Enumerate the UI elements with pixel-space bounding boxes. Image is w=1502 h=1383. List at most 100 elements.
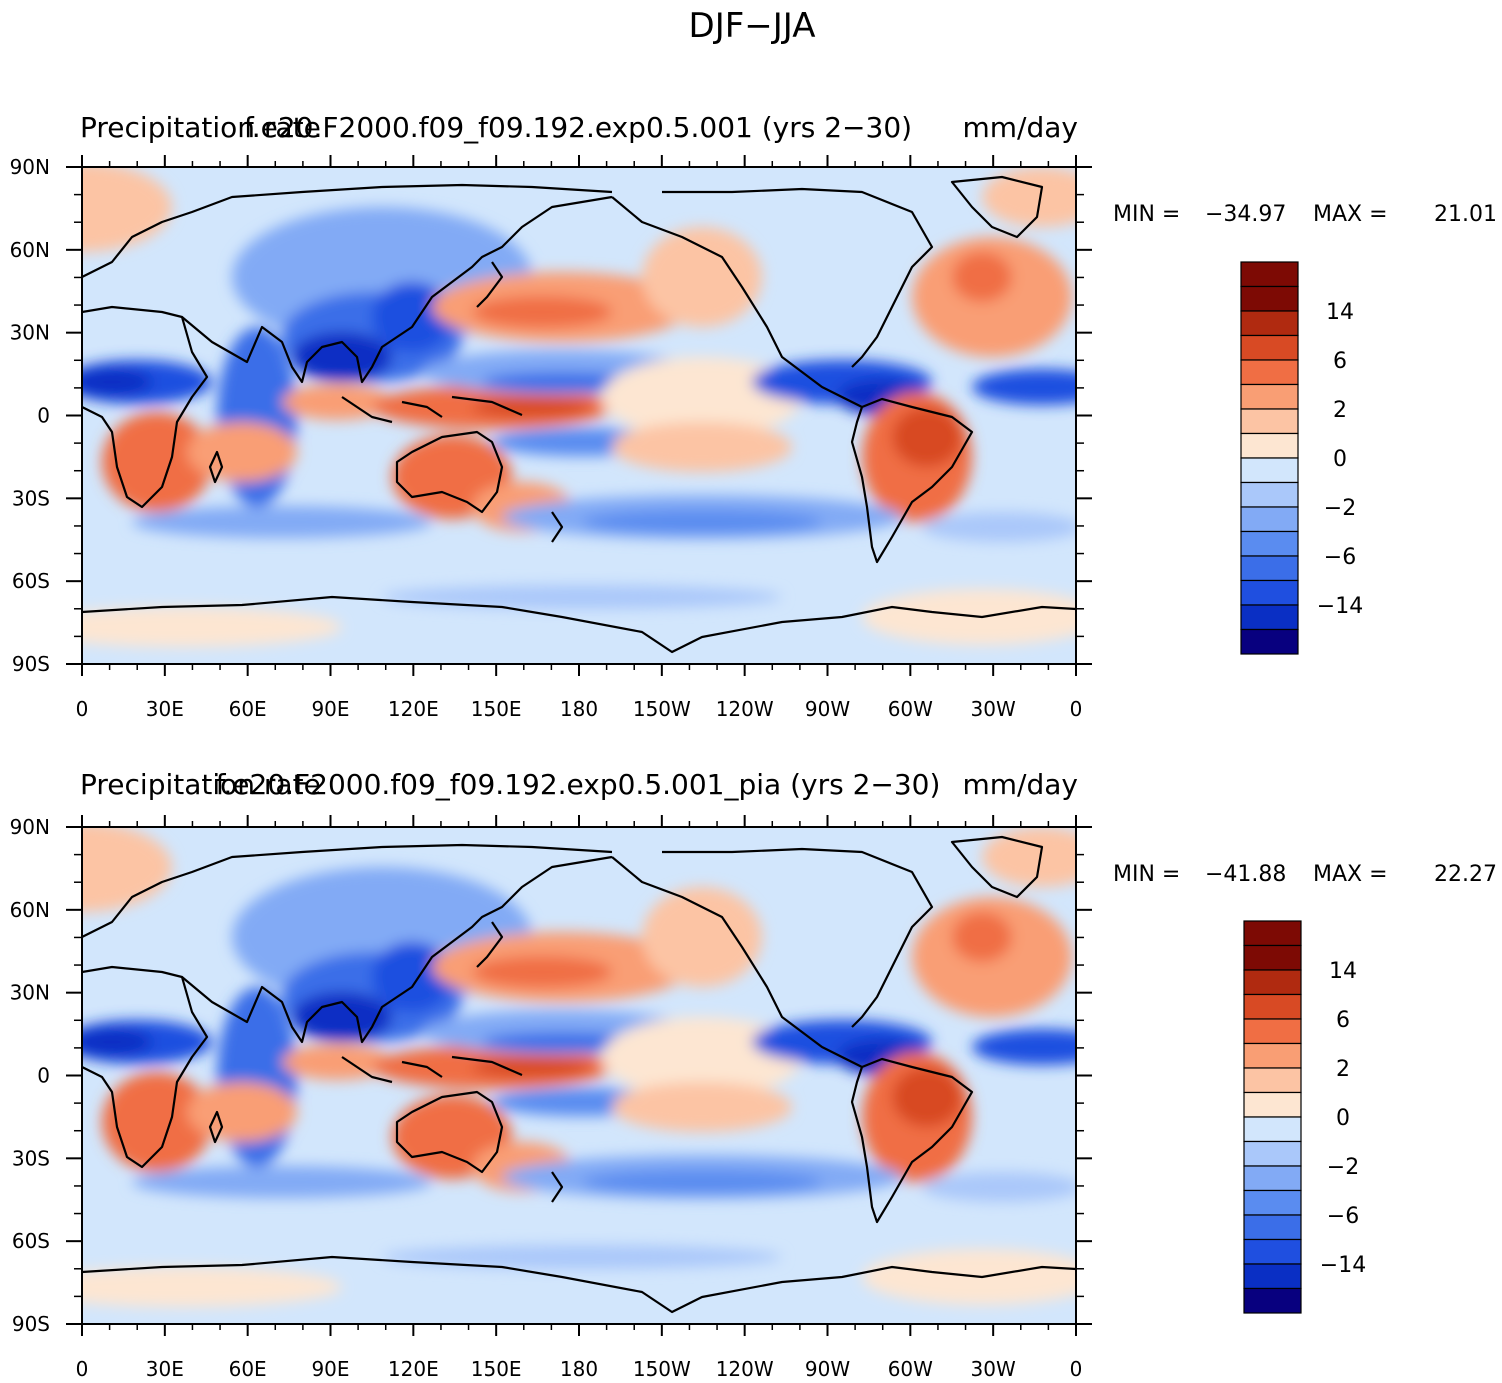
colorbar-box bbox=[1240, 530, 1299, 557]
colorbar-box bbox=[1240, 334, 1299, 361]
colorbar-label: −6 bbox=[1324, 545, 1356, 570]
colorbar-box bbox=[1240, 432, 1299, 459]
colorbar-label: 6 bbox=[1336, 1008, 1350, 1033]
colorbar-box bbox=[1240, 604, 1299, 631]
colorbar-label: −14 bbox=[1317, 594, 1363, 619]
lon-tick-label: 90W bbox=[805, 697, 850, 721]
lon-tick-label: 30W bbox=[971, 697, 1016, 721]
lon-tick-label: 120E bbox=[388, 1357, 439, 1379]
stats-min-label: MIN = bbox=[1113, 202, 1180, 227]
colorbar-box bbox=[1240, 285, 1299, 312]
colorbar-box bbox=[1243, 1263, 1302, 1290]
lon-tick-label: 180 bbox=[560, 697, 598, 721]
colorbar-label: −2 bbox=[1324, 496, 1356, 521]
lat-tick-label: 90N bbox=[10, 815, 50, 839]
panel-right-title: mm/day bbox=[963, 768, 1079, 801]
colorbar-box bbox=[1243, 1018, 1302, 1045]
lat-tick-label: 30S bbox=[12, 486, 50, 510]
lat-tick-label: 30N bbox=[10, 321, 50, 345]
stats-max-label: MAX = bbox=[1313, 862, 1388, 887]
lon-tick-label: 60E bbox=[229, 1357, 267, 1379]
lat-tick-label: 90N bbox=[10, 155, 50, 179]
lon-tick-label: 150W bbox=[633, 697, 691, 721]
lon-tick-label: 60W bbox=[888, 697, 933, 721]
colorbar-label: 14 bbox=[1329, 959, 1357, 984]
lat-tick-label: 60S bbox=[12, 1229, 50, 1253]
lon-tick-label: 60W bbox=[888, 1357, 933, 1379]
lon-tick-label: 180 bbox=[560, 1357, 598, 1379]
colorbar-label: −6 bbox=[1327, 1204, 1359, 1229]
stats-min-value: −34.97 bbox=[1205, 202, 1286, 227]
lon-tick-label: 120E bbox=[388, 697, 439, 721]
colorbar-box bbox=[1243, 1238, 1302, 1265]
lon-tick-label: 90W bbox=[805, 1357, 850, 1379]
stats-min-label: MIN = bbox=[1113, 862, 1180, 887]
stats-max-value: 22.27 bbox=[1434, 862, 1497, 887]
colorbar-label: −2 bbox=[1327, 1155, 1359, 1180]
lat-tick-label: 60N bbox=[10, 238, 50, 262]
stats-max-value: 21.01 bbox=[1434, 202, 1497, 227]
colorbar: 14 6 2 0 −2 −6 −14 bbox=[1243, 920, 1366, 1314]
map-area bbox=[0, 822, 1112, 1324]
lat-tick-label: 30S bbox=[12, 1146, 50, 1170]
colorbar-box bbox=[1243, 1189, 1302, 1216]
colorbar-label: 0 bbox=[1333, 447, 1347, 472]
colorbar-label: 2 bbox=[1336, 1057, 1350, 1082]
lon-tick-label: 120W bbox=[716, 697, 774, 721]
lat-tick-label: 30N bbox=[10, 981, 50, 1005]
lon-tick-label: 90E bbox=[311, 1357, 349, 1379]
colorbar-box bbox=[1240, 628, 1299, 655]
lon-tick-label: 90E bbox=[311, 697, 349, 721]
colorbar-box bbox=[1240, 310, 1299, 337]
colorbar-box bbox=[1240, 383, 1299, 410]
colorbar-box bbox=[1240, 481, 1299, 508]
colorbar-label: 14 bbox=[1326, 300, 1354, 325]
colorbar-box bbox=[1243, 1042, 1302, 1069]
map-area bbox=[0, 162, 1112, 664]
panel-left-title: Precipitation rate bbox=[80, 768, 321, 801]
colorbar-box bbox=[1243, 1287, 1302, 1314]
colorbar-box bbox=[1243, 969, 1302, 996]
lat-tick-label: 60S bbox=[12, 569, 50, 593]
stats-min-value: −41.88 bbox=[1205, 862, 1286, 887]
colorbar-label: 6 bbox=[1333, 349, 1347, 374]
lat-tick-label: 90S bbox=[12, 1312, 50, 1336]
lat-tick-label: 0 bbox=[37, 404, 50, 428]
colorbar-label: 0 bbox=[1336, 1106, 1350, 1131]
colorbar-box bbox=[1243, 920, 1302, 947]
lon-tick-label: 150W bbox=[633, 1357, 691, 1379]
colorbar-label: 2 bbox=[1333, 398, 1347, 423]
colorbar-box bbox=[1243, 944, 1302, 971]
colorbar-box bbox=[1243, 1091, 1302, 1118]
colorbar-box bbox=[1240, 359, 1299, 386]
colorbar-box bbox=[1240, 555, 1299, 582]
lon-tick-label: 30E bbox=[146, 697, 184, 721]
panel-center-title: f.e20.F2000.f09_f09.192.exp0.5.001_pia (… bbox=[216, 768, 941, 801]
panel-right-title: mm/day bbox=[963, 111, 1079, 144]
colorbar-box bbox=[1240, 506, 1299, 533]
lat-axis-labels: 90N 60N 30N 0 30S 60S 90S bbox=[10, 815, 1092, 1336]
lon-tick-label: 60E bbox=[229, 697, 267, 721]
lat-tick-label: 90S bbox=[12, 652, 50, 676]
colorbar-box bbox=[1243, 993, 1302, 1020]
colorbar-box bbox=[1243, 1165, 1302, 1192]
lat-axis-labels: 90N 60N 30N 0 30S 60S 90S bbox=[10, 155, 1092, 676]
lon-tick-label: 30W bbox=[971, 1357, 1016, 1379]
colorbar-box bbox=[1243, 1116, 1302, 1143]
colorbar-box bbox=[1243, 1140, 1302, 1167]
lat-tick-label: 60N bbox=[10, 898, 50, 922]
lon-tick-label: 150E bbox=[471, 1357, 522, 1379]
lat-tick-label: 0 bbox=[37, 1064, 50, 1088]
lon-axis-labels: 0 30E 60E 90E 120E 150E 180 150W 120W 90W 60W 30W 0 bbox=[76, 155, 1082, 721]
colorbar-box bbox=[1240, 408, 1299, 435]
map-panel-bottom: Precipitation rate f.e20.F2000.f09_f09.1… bbox=[0, 768, 1497, 1381]
panel-left-title: Precipitation rate bbox=[80, 111, 321, 144]
lon-tick-label: 0 bbox=[76, 1357, 89, 1379]
lon-tick-label: 30E bbox=[146, 1357, 184, 1379]
lon-tick-label: 0 bbox=[1070, 1357, 1083, 1379]
map-panel-top: Precipitation rate f.e20.F2000.f09_f09.1… bbox=[0, 111, 1497, 721]
colorbar-label: −14 bbox=[1320, 1253, 1366, 1278]
panel-center-title: f.e20.F2000.f09_f09.192.exp0.5.001 (yrs … bbox=[244, 111, 912, 144]
colorbar: 14 6 2 0 −2 −6 −14 bbox=[1240, 261, 1363, 655]
